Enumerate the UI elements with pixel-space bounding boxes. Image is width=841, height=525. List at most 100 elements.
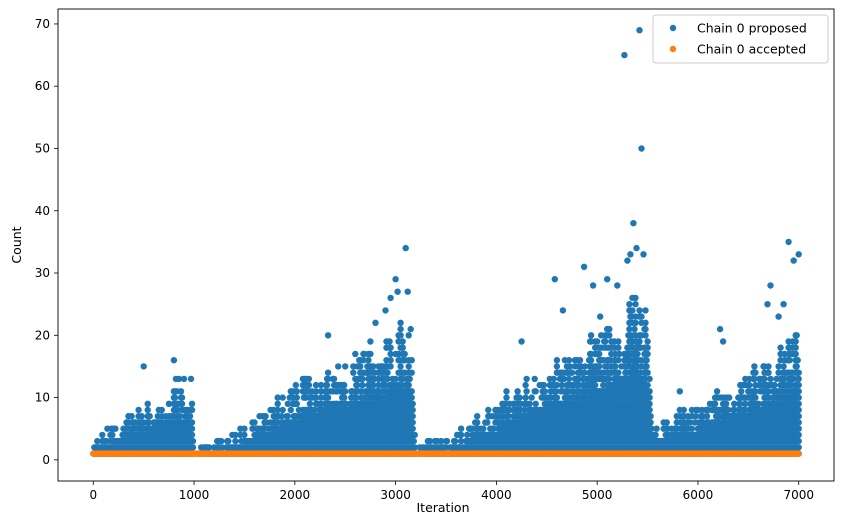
proposed-point (522, 394, 529, 401)
proposed-point (188, 419, 196, 426)
proposed-point (274, 400, 281, 407)
proposed-point (293, 394, 300, 401)
proposed-point (408, 357, 415, 364)
proposed-point (680, 406, 687, 414)
proposed-point (279, 394, 286, 401)
proposed-point (335, 363, 342, 370)
proposed-point (386, 338, 393, 345)
proposed-point (305, 381, 313, 389)
proposed-point (587, 332, 595, 339)
proposed-point (188, 400, 196, 407)
proposed-point (387, 357, 394, 364)
proposed-point (189, 437, 197, 445)
proposed-point (144, 406, 151, 414)
proposed-point (646, 388, 653, 395)
proposed-point (596, 363, 603, 370)
proposed-point (323, 381, 331, 389)
proposed-point (638, 313, 645, 320)
proposed-point (410, 437, 417, 445)
proposed-point (189, 444, 197, 451)
proposed-point (565, 357, 573, 364)
proposed-point (408, 369, 415, 376)
proposed-point (634, 350, 641, 358)
proposed-point (646, 406, 653, 414)
proposed-point (165, 400, 173, 407)
proposed-point (225, 437, 232, 445)
proposed-point (178, 400, 186, 407)
proposed-point (761, 375, 768, 383)
proposed-point (324, 369, 332, 376)
proposed-point (324, 394, 332, 401)
proposed-point (109, 431, 116, 439)
proposed-point (279, 406, 286, 414)
proposed-point (587, 357, 595, 364)
proposed-point (553, 363, 561, 370)
proposed-point (186, 413, 194, 420)
proposed-point (643, 363, 650, 370)
proposed-point (711, 400, 719, 407)
proposed-point (409, 406, 416, 414)
proposed-point (526, 400, 533, 407)
proposed-point (138, 413, 145, 420)
proposed-point (251, 419, 258, 426)
proposed-point (262, 413, 269, 420)
proposed-point (144, 400, 151, 407)
proposed-point (576, 357, 584, 364)
proposed-point (642, 332, 649, 339)
proposed-point (397, 332, 404, 339)
proposed-point (480, 425, 487, 432)
proposed-point (232, 437, 239, 445)
proposed-point (522, 381, 529, 389)
proposed-point (596, 350, 603, 358)
proposed-point (713, 388, 721, 395)
proposed-point (632, 319, 639, 326)
proposed-point (615, 338, 622, 345)
proposed-point (188, 406, 196, 414)
proposed-point (274, 394, 281, 401)
proposed-point (178, 394, 186, 401)
proposed-point (565, 375, 573, 383)
proposed-point (688, 425, 696, 432)
proposed-point (287, 406, 294, 414)
proposed-point (644, 369, 651, 376)
proposed-point (293, 388, 300, 395)
proposed-point (357, 363, 364, 370)
proposed-point (292, 381, 299, 389)
proposed-point (553, 357, 561, 364)
proposed-point (405, 381, 412, 389)
proposed-point (646, 400, 653, 407)
proposed-point (359, 375, 366, 383)
proposed-point (135, 406, 142, 414)
proposed-point (405, 363, 412, 370)
proposed-point (284, 413, 291, 420)
proposed-point (306, 400, 314, 407)
proposed-point (594, 338, 601, 345)
proposed-point (384, 369, 391, 376)
proposed-point (484, 419, 491, 426)
proposed-point (451, 437, 459, 445)
proposed-point (550, 375, 557, 383)
proposed-point (409, 425, 416, 432)
proposed-point (646, 394, 653, 401)
proposed-point (218, 437, 225, 445)
proposed-point (411, 431, 418, 439)
proposed-point (631, 325, 638, 333)
proposed-point (409, 413, 416, 420)
proposed-point (409, 419, 416, 426)
proposed-point (241, 431, 248, 439)
proposed-point (241, 425, 248, 432)
proposed-point (643, 357, 650, 364)
proposed-point (644, 350, 651, 358)
proposed-point (532, 388, 539, 395)
proposed-point (636, 307, 643, 314)
proposed-point (642, 319, 649, 326)
proposed-point (532, 400, 539, 407)
proposed-point (592, 381, 599, 389)
proposed-point (644, 338, 651, 345)
proposed-point (341, 394, 348, 401)
proposed-point (568, 369, 576, 376)
proposed-point (387, 344, 394, 351)
proposed-point (408, 388, 415, 395)
proposed-point (647, 413, 654, 420)
